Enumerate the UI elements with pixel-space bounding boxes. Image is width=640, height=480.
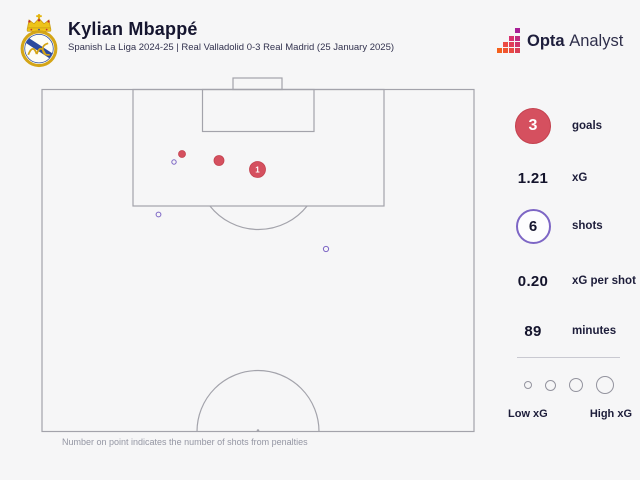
real-madrid-crest-icon — [20, 14, 58, 68]
stat-xg: 1.21 xG — [500, 158, 638, 198]
minutes-value: 89 — [524, 322, 542, 340]
stat-shots: 6 shots — [500, 206, 638, 246]
shots-layer: 1 — [155, 150, 330, 253]
xg-size-legend — [505, 371, 633, 399]
legend-divider — [517, 357, 620, 358]
xg-label: xG — [572, 172, 588, 184]
shot-point-no_goal — [171, 159, 177, 165]
page-title: Kylian Mbappé — [68, 19, 198, 39]
opta-mark-icon — [497, 28, 521, 55]
penalty-count-label: 1 — [255, 166, 260, 175]
shot-point-no_goal — [322, 245, 330, 253]
six-yard-box — [201, 88, 315, 133]
match-subtitle: Spanish La Liga 2024-25 | Real Valladoli… — [68, 42, 395, 53]
penalty-arc — [209, 205, 308, 231]
legend-high-label: High xG — [589, 408, 632, 420]
legend-size-circle — [569, 378, 583, 392]
shots-badge: 6 — [515, 208, 551, 244]
legend-size-circle — [524, 381, 532, 389]
pitch-lines — [41, 77, 475, 433]
centre-circle — [196, 369, 320, 432]
legend-size-circle — [545, 379, 556, 391]
opta-analyst-logo: Opta Analyst — [497, 28, 623, 55]
legend-low-label: Low xG — [508, 408, 548, 420]
goals-label: goals — [572, 120, 603, 132]
shot-point-goal — [213, 155, 225, 166]
stat-goals: 3 goals — [500, 106, 638, 146]
shot-point-goal — [249, 161, 266, 178]
penalty-footnote: Number on point indicates the number of … — [62, 437, 308, 447]
shot-point-no_goal — [155, 211, 162, 218]
legend-size-circle — [596, 376, 614, 394]
minutes-label: minutes — [572, 325, 617, 337]
legend-labels: Low xG High xG — [508, 408, 632, 420]
shot-point-goal — [178, 150, 186, 158]
stat-xg-per-shot: 0.20 xG per shot — [500, 261, 638, 301]
xg-value: 1.21 — [517, 169, 549, 187]
analyst-word: Analyst — [569, 32, 624, 50]
goal-frame — [232, 77, 283, 91]
stat-minutes: 89 minutes — [500, 311, 638, 351]
pitch-boundary — [41, 88, 475, 433]
shots-label: shots — [572, 220, 603, 232]
penalty-area — [132, 88, 385, 207]
opta-word: Opta — [527, 32, 565, 50]
opta-wordmark: Opta Analyst — [527, 32, 623, 51]
xg-per-shot-label: xG per shot — [572, 275, 636, 287]
xg-per-shot-value: 0.20 — [517, 272, 549, 290]
centre-spot — [256, 429, 260, 432]
goals-badge: 3 — [515, 108, 551, 144]
